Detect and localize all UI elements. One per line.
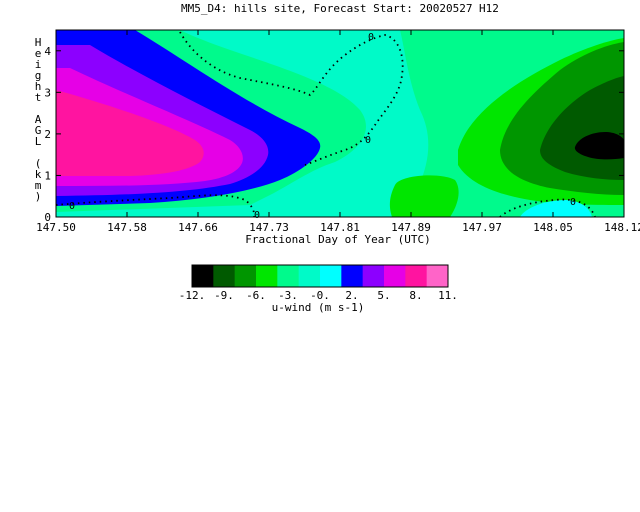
contour-label: 0	[69, 201, 75, 212]
zero-contours	[56, 31, 596, 217]
contour-label: 0	[365, 135, 371, 146]
contour-labels: 0 0 0 0 0	[69, 32, 576, 221]
x-tick-label: 147.66	[178, 221, 218, 234]
contour-fills	[56, 30, 624, 217]
contour-region-black	[574, 132, 624, 160]
y-axis-label-char: g	[35, 69, 42, 82]
x-tick-label: 147.81	[320, 221, 360, 234]
colorbar-swatch	[384, 265, 406, 287]
colorbar-label: u-wind (m s-1)	[272, 301, 365, 314]
colorbar-tick-label: -9.	[214, 289, 234, 302]
y-tick-label: 4	[44, 45, 51, 58]
y-axis-label-char: e	[35, 47, 42, 60]
y-axis-label-char: )	[35, 190, 42, 203]
contour-label: 0	[368, 32, 374, 43]
x-tick-label: 147.58	[107, 221, 147, 234]
colorbar-tick-label: 5.	[377, 289, 390, 302]
colorbar-swatch	[277, 265, 300, 287]
contour-label: 0	[254, 210, 260, 221]
y-axis-label-char: (	[35, 157, 42, 170]
y-axis-label-char: L	[35, 135, 42, 148]
colorbar-tick-label: 2.	[345, 289, 358, 302]
colorbar-tick-label: 8.	[409, 289, 422, 302]
x-tick-label: 147.97	[462, 221, 502, 234]
x-axis-label: Fractional Day of Year (UTC)	[245, 233, 430, 246]
colorbar-swatch	[213, 265, 236, 287]
colorbar-swatch	[192, 265, 214, 287]
plot-area: 0 0 0 0 0	[55, 29, 625, 221]
colorbar-swatch	[256, 265, 278, 287]
y-tick-label: 3	[44, 86, 51, 99]
contour-region-green-low	[389, 175, 459, 217]
x-tick-label: 148.12	[604, 221, 640, 234]
colorbar-swatch	[405, 265, 428, 287]
colorbar-tick-label: -3.	[278, 289, 298, 302]
colorbar-swatch	[426, 265, 449, 287]
colorbar-swatch	[341, 265, 364, 287]
y-tick-label: 2	[44, 128, 51, 141]
x-tick-label: 147.73	[249, 221, 289, 234]
colorbar-tick-label: -12.	[179, 289, 206, 302]
contour-label: 0	[570, 197, 576, 208]
y-tick-label: 0	[44, 211, 51, 224]
x-axis: 147.50 147.58 147.66 147.73 147.81 147.89 147.…	[36, 30, 640, 234]
y-axis-label-char: G	[35, 124, 42, 137]
colorbar-swatch	[234, 265, 257, 287]
colorbar-swatch	[298, 265, 321, 287]
chart-title: MM5_D4: hills site, Forecast Start: 2002…	[181, 2, 499, 15]
x-tick-label: 148.05	[533, 221, 573, 234]
colorbar-tick-label: -0.	[310, 289, 330, 302]
contour-region-pink	[56, 90, 204, 176]
y-axis-label-char: A	[35, 113, 42, 126]
zero-contour-lower	[56, 194, 256, 217]
colorbar-frame	[191, 264, 449, 288]
x-tick-label: 147.89	[391, 221, 431, 234]
y-axis-label-char: t	[35, 91, 42, 104]
colorbar-tick-label: -6.	[246, 289, 266, 302]
y-tick-label: 1	[44, 169, 51, 182]
x-tick-label: 147.50	[36, 221, 76, 234]
zero-contour-upper	[179, 31, 404, 166]
colorbar-swatch	[320, 265, 342, 287]
y-axis-label-char: h	[35, 80, 42, 93]
colorbar-swatch	[362, 265, 385, 287]
y-axis-label-char: i	[35, 58, 42, 71]
y-axis: 0 1 2 3 4	[44, 45, 624, 224]
y-axis-label-char: H	[35, 36, 42, 49]
contour-region-cyan-low	[520, 200, 592, 217]
colorbar: -12. -9. -6. -3. -0. 2. 5. 8. 11.	[179, 264, 458, 302]
colorbar-tick-label: 11.	[438, 289, 458, 302]
y-axis-label-char: m	[35, 179, 42, 192]
y-axis-label-char: k	[35, 168, 42, 181]
